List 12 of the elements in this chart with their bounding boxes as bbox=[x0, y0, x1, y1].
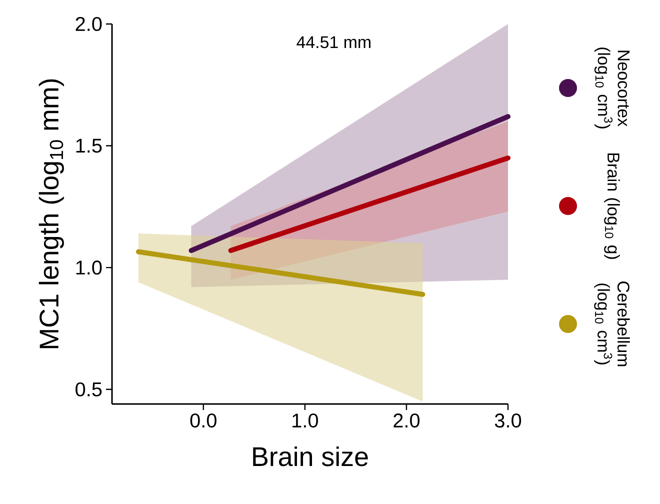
y-tick-label: 1.0 bbox=[76, 260, 102, 275]
x-axis-title: Brain size bbox=[253, 446, 368, 466]
y-tick-label: 2.0 bbox=[76, 16, 102, 32]
x-tick-label: 1.0 bbox=[292, 414, 318, 428]
y-axis-title: MC1 length (log$_{10}$ mm) bbox=[38, 79, 64, 348]
legend-label: Brain (log$_{10}$ g) bbox=[604, 153, 620, 259]
x-tick-label: 2.0 bbox=[394, 414, 420, 428]
x-tick-label: 3.0 bbox=[494, 414, 522, 428]
x-tick-label: 0.0 bbox=[190, 414, 216, 428]
y-tick-label: 1.5 bbox=[76, 138, 102, 153]
annotation: 44.51 mm bbox=[296, 36, 370, 48]
y-tick-label: 0.5 bbox=[76, 382, 102, 396]
